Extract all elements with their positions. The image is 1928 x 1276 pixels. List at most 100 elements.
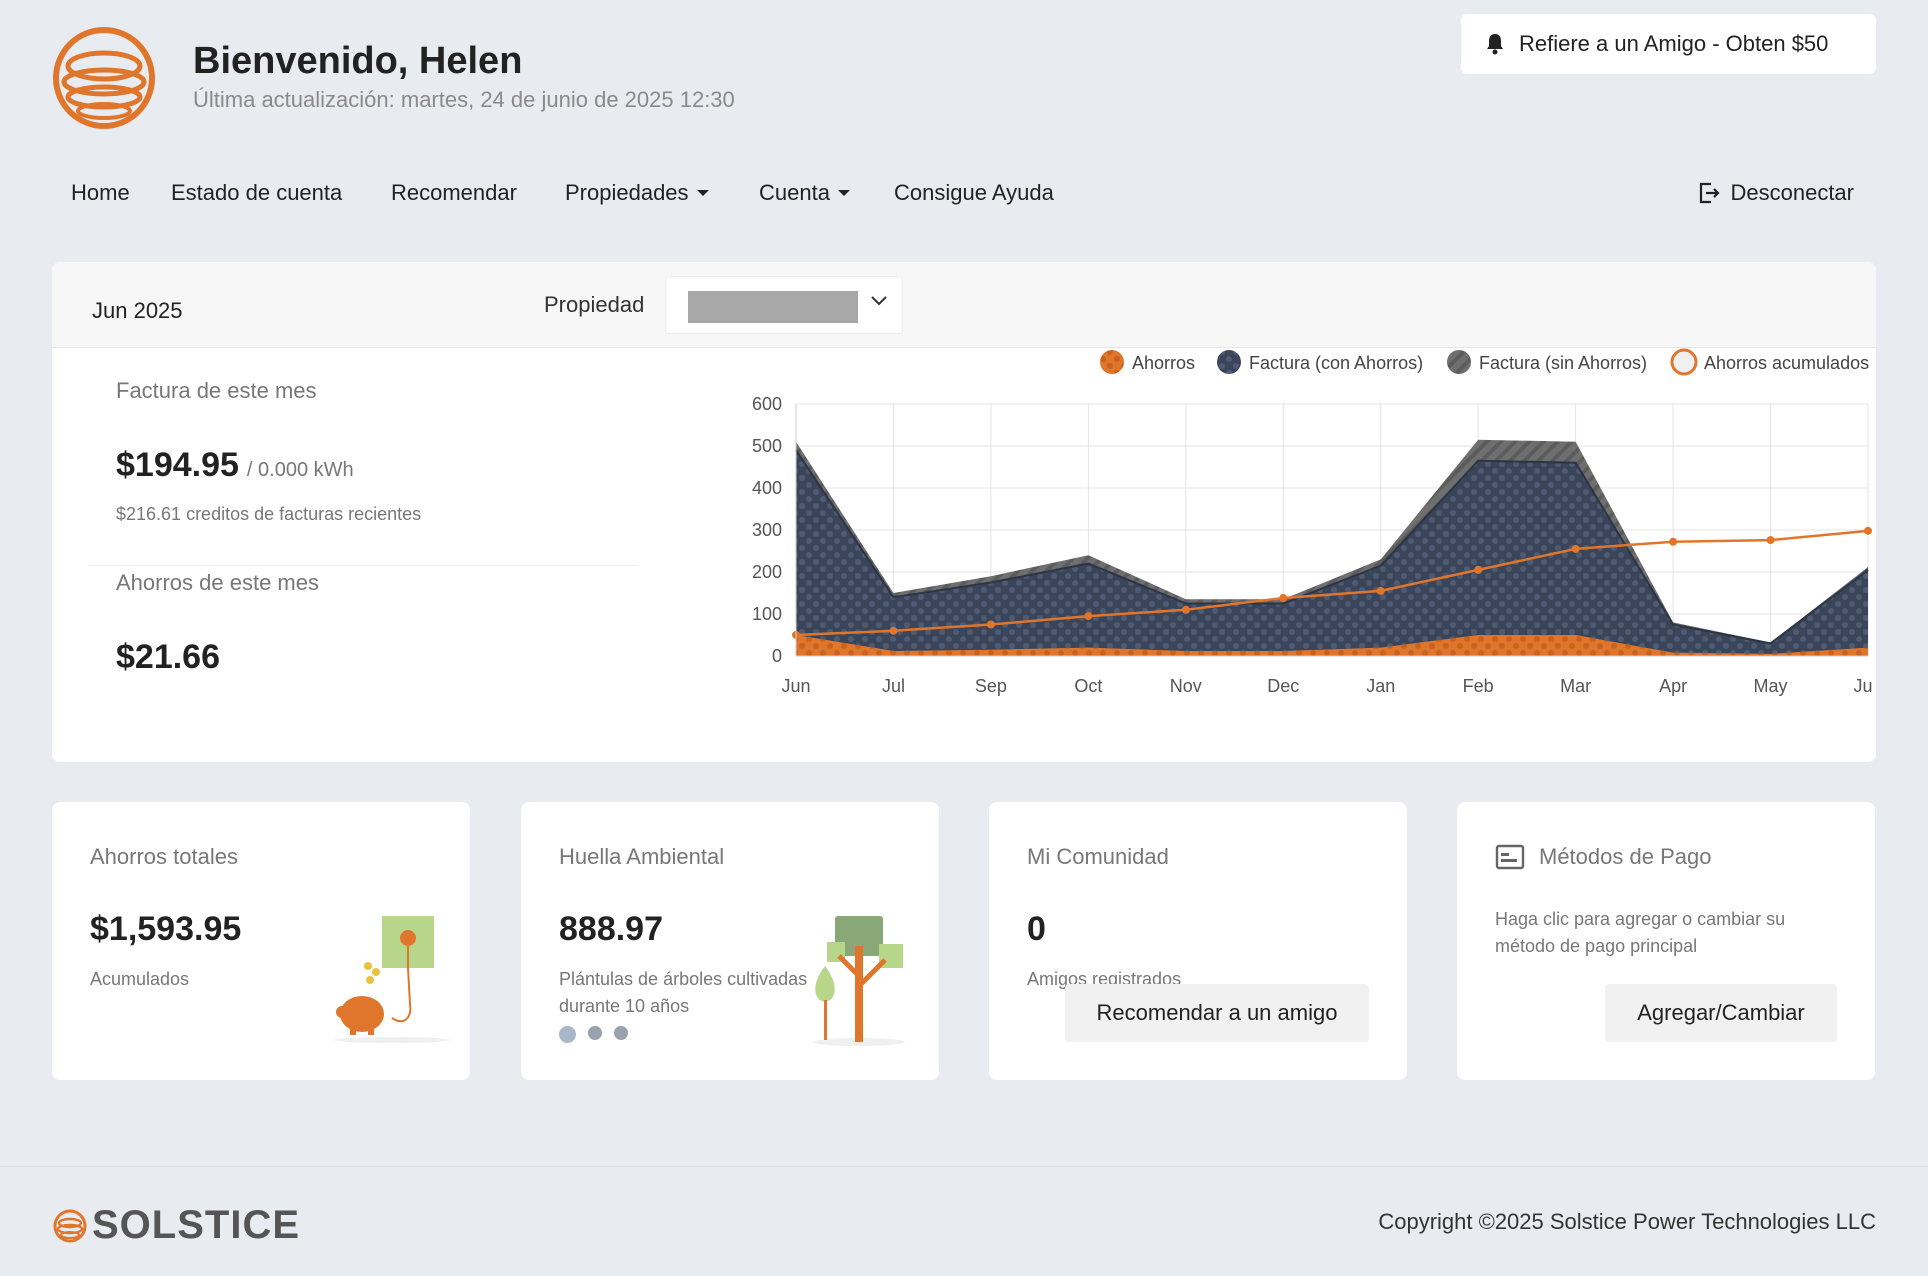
- nav-properties-label: Propiedades: [565, 180, 689, 205]
- nav-properties[interactable]: Propiedades: [565, 180, 709, 206]
- nav-home[interactable]: Home: [71, 180, 130, 205]
- y-tick-label: 300: [752, 520, 782, 540]
- total-savings-card: Ahorros totales $1,593.95 Acumulados: [52, 802, 470, 1080]
- x-tick-label: Oct: [1074, 676, 1102, 696]
- legend-label: Ahorros acumulados: [1704, 353, 1869, 373]
- bill-amount: $194.95: [116, 446, 239, 484]
- payment-methods-card: Métodos de Pago Haga clic para agregar o…: [1457, 802, 1875, 1080]
- billing-summary-card: Jun 2025 Propiedad Factura de este mes $…: [52, 262, 1876, 762]
- summary-card-header: Jun 2025 Propiedad: [52, 262, 1876, 348]
- ahorros-acumulados-point: [1181, 605, 1190, 614]
- header: Bienvenido, Helen Última actualización: …: [52, 14, 1876, 134]
- nav-account[interactable]: Cuenta: [759, 180, 850, 206]
- x-tick-label: Jan: [1366, 676, 1395, 696]
- savings-label: Ahorros de este mes: [116, 570, 319, 595]
- payment-methods-sub: Haga clic para agregar o cambiar su méto…: [1495, 909, 1786, 956]
- x-tick-label: Feb: [1463, 676, 1494, 696]
- caret-down-icon: [696, 190, 709, 196]
- logout-icon: [1700, 182, 1721, 204]
- x-tick-label: Jun: [781, 676, 810, 696]
- series-factura-con-ahorros-line: [795, 449, 1869, 645]
- x-tick-label: May: [1754, 676, 1788, 696]
- x-tick-label: Nov: [1170, 676, 1202, 696]
- savings-amount: $21.66: [116, 638, 220, 676]
- carousel-dot[interactable]: [559, 1026, 576, 1043]
- nav-account-statement[interactable]: Estado de cuenta: [171, 180, 343, 205]
- billing-chart-svg: 600 500 400 300 200 100 0 Jun Jul Sep Oct Nov Dec Jan…: [752, 348, 1876, 696]
- period-label: Jun 2025: [92, 298, 183, 323]
- solstice-logo-icon: [53, 27, 155, 129]
- bill-label: Factura de este mes: [116, 378, 317, 403]
- y-tick-label: 400: [752, 478, 782, 498]
- payment-methods-title: Métodos de Pago: [1539, 844, 1712, 869]
- refer-friend-label: Refiere a un Amigo - Obten $50: [1519, 31, 1829, 56]
- total-savings-value: $1,593.95: [90, 910, 242, 948]
- tree-icon: [813, 916, 905, 1046]
- nav-account-label: Cuenta: [759, 180, 830, 205]
- y-tick-label: 500: [752, 436, 782, 456]
- total-savings-sub: Acumulados: [90, 969, 190, 989]
- welcome-title: Bienvenido, Helen: [193, 40, 523, 82]
- carousel-dots[interactable]: [559, 1026, 640, 1043]
- legend-label: Factura (sin Ahorros): [1479, 353, 1647, 373]
- legend-swatch: [1447, 350, 1471, 374]
- y-tick-label: 200: [752, 562, 782, 582]
- series-ahorros: [796, 635, 1868, 656]
- y-tick-label: 0: [772, 646, 782, 666]
- nav-get-help[interactable]: Consigue Ayuda: [894, 180, 1054, 205]
- solstice-logo-icon: [53, 1209, 87, 1242]
- x-tick-label: Jul: [882, 676, 905, 696]
- copyright-text: Copyright ©2025 Solstice Power Technolog…: [1378, 1209, 1876, 1234]
- environment-value: 888.97: [559, 910, 663, 948]
- environment-card: Huella Ambiental 888.97 Plántulas de árb…: [521, 802, 939, 1080]
- environment-sub: Plántulas de árboles cultivadas durante …: [559, 969, 808, 1016]
- x-tick-label: Jun: [1853, 676, 1872, 696]
- footer: SOLSTICE Copyright ©2025 Solstice Power …: [0, 1166, 1928, 1276]
- credits-text: $216.61 creditos de facturas recientes: [116, 504, 422, 524]
- community-card: Mi Comunidad 0 Amigos registrados Recome…: [989, 802, 1407, 1080]
- bell-icon: [1487, 34, 1503, 55]
- y-tick-label: 100: [752, 604, 782, 624]
- ahorros-acumulados-point: [1474, 565, 1483, 574]
- community-value: 0: [1027, 910, 1046, 948]
- carousel-dot[interactable]: [588, 1026, 602, 1040]
- add-change-payment-button[interactable]: Agregar/Cambiar: [1605, 984, 1837, 1042]
- recommend-friend-button[interactable]: Recomendar a un amigo: [1065, 984, 1369, 1042]
- series-ahorros-acumulados: [795, 529, 1869, 637]
- last-updated-text: Última actualización: martes, 24 de juni…: [193, 87, 735, 112]
- property-select[interactable]: [665, 276, 903, 334]
- ahorros-acumulados-point: [1084, 612, 1093, 621]
- logout-button[interactable]: Desconectar: [1698, 180, 1854, 206]
- carousel-dot[interactable]: [614, 1026, 628, 1040]
- credit-card-icon: [1495, 844, 1525, 870]
- main-nav: Home Estado de cuenta Recomendar Propied…: [52, 172, 1876, 218]
- footer-brand: SOLSTICE: [52, 1203, 300, 1248]
- piggy-bank-icon: [334, 916, 450, 1043]
- ahorros-acumulados-point: [1279, 594, 1288, 603]
- legend-swatch: [1217, 350, 1241, 374]
- legend-swatch: [1670, 348, 1698, 376]
- property-label: Propiedad: [544, 292, 645, 317]
- series-factura-con-ahorros: [796, 450, 1868, 656]
- bill-amount-row: $194.95 / 0.000 kWh: [116, 446, 354, 485]
- legend-label: Ahorros: [1132, 353, 1195, 373]
- billing-chart: 600 500 400 300 200 100 0 Jun Jul Sep Oct Nov Dec Jan…: [672, 292, 1876, 752]
- ahorros-acumulados-point: [1669, 537, 1678, 546]
- legend-label: Factura (con Ahorros): [1249, 353, 1423, 373]
- environment-title: Huella Ambiental: [559, 844, 725, 869]
- x-tick-label: Mar: [1560, 676, 1591, 696]
- brand-name: SOLSTICE: [92, 1203, 301, 1247]
- ahorros-acumulados-point: [1766, 536, 1775, 545]
- x-tick-label: Sep: [975, 676, 1007, 696]
- chevron-down-icon: [871, 296, 887, 306]
- redacted-property-value: [688, 291, 858, 323]
- bill-kwh: / 0.000 kWh: [246, 459, 354, 481]
- y-tick-label: 600: [752, 394, 782, 414]
- ahorros-acumulados-point: [1571, 544, 1580, 553]
- refer-friend-button[interactable]: Refiere a un Amigo - Obten $50: [1461, 14, 1876, 74]
- x-tick-label: Dec: [1267, 676, 1299, 696]
- nav-recommend[interactable]: Recomendar: [391, 180, 517, 205]
- caret-down-icon: [837, 190, 850, 196]
- total-savings-title: Ahorros totales: [90, 844, 238, 869]
- divider: [88, 565, 638, 566]
